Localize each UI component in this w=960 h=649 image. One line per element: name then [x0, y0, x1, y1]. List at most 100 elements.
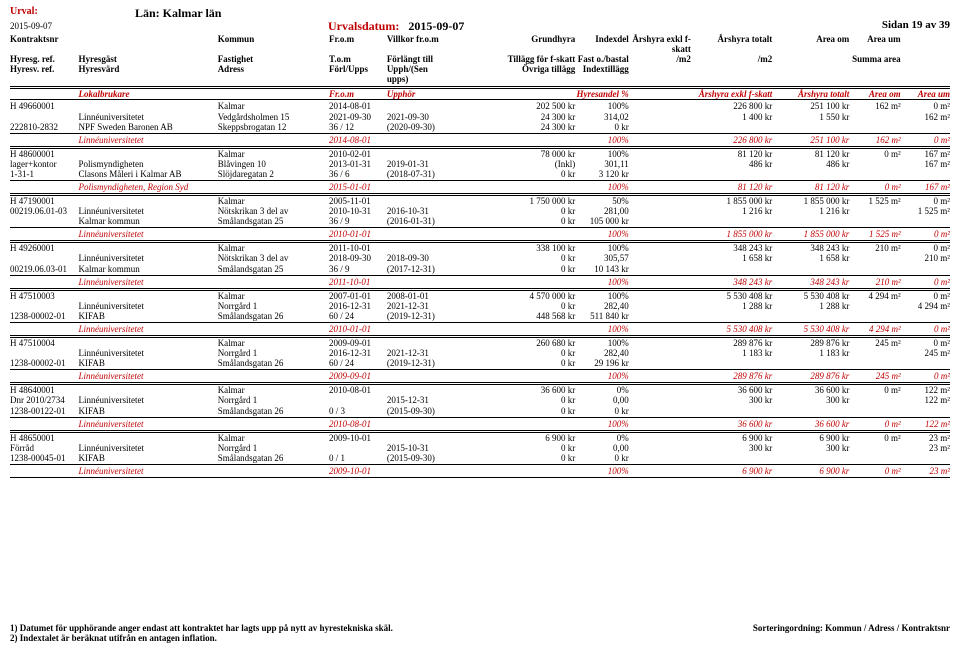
- cell: [629, 338, 691, 348]
- cell: [10, 301, 79, 311]
- cell: 167 m²: [901, 149, 950, 159]
- cell: [629, 453, 691, 463]
- cell: (2020-09-30): [387, 122, 449, 132]
- cell: 486 kr: [772, 159, 849, 169]
- cell: 1 400 kr: [691, 112, 772, 122]
- hdr4-upphor: Upphör: [387, 89, 449, 99]
- cell: KIFAB: [79, 453, 218, 463]
- cell: 0 m²: [849, 419, 900, 429]
- cell: 0 kr: [513, 358, 575, 368]
- cell: Linnéuniversitetet: [79, 371, 218, 381]
- summary-table: Linnéuniversitetet2009-09-01100%289 876 …: [10, 371, 950, 381]
- cell: [449, 216, 513, 226]
- cell: [449, 443, 513, 453]
- cell: [449, 324, 513, 334]
- page-counter: Sidan 19 av 39: [882, 19, 950, 31]
- summary-row: Linnéuniversitetet2010-01-01100%5 530 40…: [10, 324, 950, 334]
- cell: (2015-09-30): [387, 453, 449, 463]
- cell: Smålandsgatan 25: [218, 216, 329, 226]
- cell: 1 525 m²: [849, 229, 900, 239]
- cell: [513, 229, 575, 239]
- cell: Linnéuniversitetet: [79, 135, 218, 145]
- cell: 1 216 kr: [772, 206, 849, 216]
- cell: 4 570 000 kr: [513, 291, 575, 301]
- cell: 0 m²: [849, 149, 900, 159]
- cell: 0 kr: [513, 169, 575, 179]
- rule: [10, 477, 950, 478]
- cell: [449, 277, 513, 287]
- cell: 448 568 kr: [513, 311, 575, 321]
- contract-block: H 47190001Kalmar2005-11-011 750 000 kr50…: [10, 195, 950, 241]
- urvalsdatum-label: Urvalsdatum:: [328, 19, 399, 33]
- cell: [10, 112, 79, 122]
- cell: [79, 433, 218, 443]
- cell: H 47510004: [10, 338, 79, 348]
- cell: 36 600 kr: [772, 385, 849, 395]
- cell: [849, 216, 900, 226]
- cell: 1 288 kr: [772, 301, 849, 311]
- cell: Linnéuniversitetet: [79, 466, 218, 476]
- cell: (2015-09-30): [387, 406, 449, 416]
- cell: [691, 264, 772, 274]
- cell: 23 m²: [901, 433, 950, 443]
- cell: 1238-00122-01: [10, 406, 79, 416]
- cell: 1 183 kr: [772, 348, 849, 358]
- cell: [449, 385, 513, 395]
- cell: 0 kr: [513, 348, 575, 358]
- cell: [449, 229, 513, 239]
- rule: [10, 382, 950, 383]
- cell: Norrgård 1: [218, 348, 329, 358]
- cell: [387, 196, 449, 206]
- summary-row: Polismyndigheten, Region Syd2015-01-0110…: [10, 182, 950, 192]
- summary-row: Linnéuniversitetet2014-08-01100%226 800 …: [10, 135, 950, 145]
- cell: 0 / 3: [329, 406, 387, 416]
- cell: [901, 406, 950, 416]
- cell: 100%: [575, 182, 629, 192]
- rule: [10, 430, 950, 431]
- table-row: H 47510003Kalmar2007-01-012008-01-014 57…: [10, 291, 950, 301]
- cell: 0 kr: [575, 453, 629, 463]
- cell: 167 m²: [901, 182, 950, 192]
- cell: Förråd: [10, 443, 79, 453]
- cell: [387, 243, 449, 253]
- cell: [513, 371, 575, 381]
- cell: 100%: [575, 101, 629, 111]
- contract-block: H 47510003Kalmar2007-01-012008-01-014 57…: [10, 290, 950, 336]
- cell: 100%: [575, 243, 629, 253]
- cell: 2010-02-01: [329, 149, 387, 159]
- cell: [629, 135, 691, 145]
- table-row: H 48650001Kalmar2009-10-016 900 kr0%6 90…: [10, 433, 950, 443]
- cell: [449, 159, 513, 169]
- cell: (2016-01-31): [387, 216, 449, 226]
- cell: [901, 216, 950, 226]
- lan-title: Län: Kalmar län: [135, 6, 221, 21]
- cell: [691, 358, 772, 368]
- cell: 78 000 kr: [513, 149, 575, 159]
- cell: 260 680 kr: [513, 338, 575, 348]
- cell: 226 800 kr: [691, 101, 772, 111]
- cell: 36 / 6: [329, 169, 387, 179]
- cell: 5 530 408 kr: [772, 324, 849, 334]
- cell: 36 600 kr: [772, 419, 849, 429]
- cell: [691, 453, 772, 463]
- cell: 210 m²: [901, 253, 950, 263]
- summary-table: Polismyndigheten, Region Syd2015-01-0110…: [10, 182, 950, 192]
- rule: [10, 369, 950, 370]
- cell: [849, 122, 900, 132]
- cell: 1-31-1: [10, 169, 79, 179]
- cell: (2019-12-31): [387, 358, 449, 368]
- cell: [387, 419, 449, 429]
- rule: [10, 322, 950, 323]
- cell: 81 120 kr: [772, 182, 849, 192]
- cell: Smålandsgatan 26: [218, 406, 329, 416]
- cell: 2021-12-31: [387, 301, 449, 311]
- cell: [218, 182, 329, 192]
- table-row: LinnéuniversitetetNötskrikan 3 del av201…: [10, 253, 950, 263]
- hdr4-andel: Hyresandel %: [575, 89, 629, 99]
- cell: 2010-01-01: [329, 324, 387, 334]
- cell: Linnéuniversitetet: [79, 348, 218, 358]
- cell: 100%: [575, 149, 629, 159]
- cell: 2007-01-01: [329, 291, 387, 301]
- cell: (2017-12-31): [387, 264, 449, 274]
- cell: [10, 277, 79, 287]
